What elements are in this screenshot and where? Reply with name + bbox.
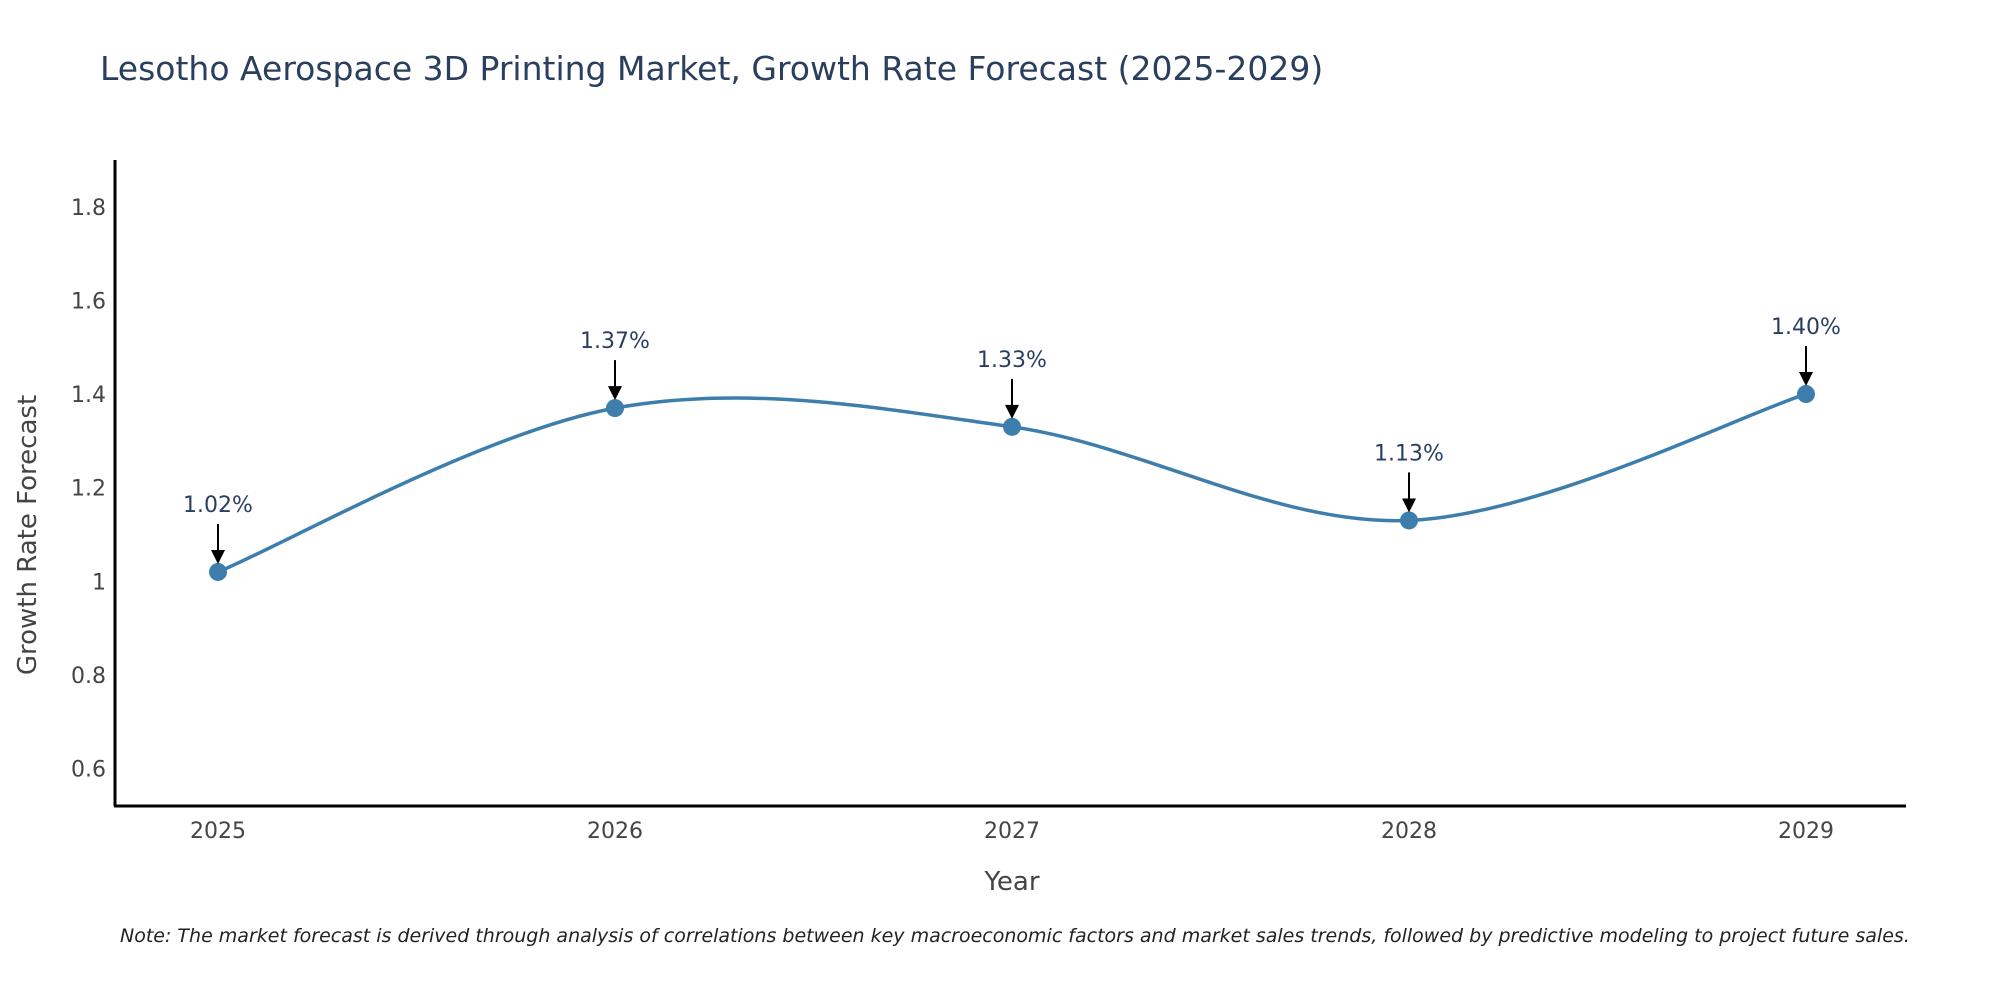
x-axis-title: Year <box>983 867 1039 897</box>
y-axis-ticks: 0.6 0.8 1 1.2 1.4 1.6 1.8 <box>71 196 106 783</box>
x-tick-label: 2025 <box>190 819 246 844</box>
data-markers <box>209 385 1815 581</box>
data-point <box>1797 385 1815 404</box>
data-point <box>606 399 624 418</box>
annotation-arrow-head <box>608 386 622 401</box>
annotation-arrow-head <box>1005 404 1019 419</box>
annotation-arrow-head <box>1402 498 1416 513</box>
footnote: Note: The market forecast is derived thr… <box>120 925 1910 947</box>
data-annotations: 1.02% 1.37% 1.33% 1.13% 1.40% <box>183 315 1841 564</box>
y-tick-label: 0.8 <box>71 664 106 689</box>
x-tick-label: 2028 <box>1381 819 1437 844</box>
y-tick-label: 1.8 <box>71 196 106 221</box>
data-point <box>209 562 227 581</box>
data-label: 1.33% <box>977 348 1047 373</box>
data-label: 1.02% <box>183 493 253 518</box>
data-label: 1.40% <box>1771 315 1841 340</box>
y-tick-label: 1.4 <box>71 383 106 408</box>
annotation-arrow-head <box>211 549 225 564</box>
y-tick-label: 1.2 <box>71 477 106 502</box>
x-axis-ticks: 2025 2026 2027 2028 2029 <box>190 819 1834 844</box>
data-point <box>1400 511 1418 530</box>
data-label: 1.37% <box>580 329 650 354</box>
data-point <box>1003 417 1021 436</box>
data-label: 1.13% <box>1374 441 1444 466</box>
y-axis-title: Growth Rate Forecast <box>13 395 43 675</box>
annotation-arrow-head <box>1799 372 1813 387</box>
y-tick-label: 1 <box>92 570 106 595</box>
x-tick-label: 2027 <box>984 819 1040 844</box>
y-tick-label: 1.6 <box>71 289 106 314</box>
y-tick-label: 0.6 <box>71 758 106 783</box>
x-tick-label: 2026 <box>587 819 643 844</box>
chart-title: Lesotho Aerospace 3D Printing Market, Gr… <box>100 49 1323 88</box>
x-tick-label: 2029 <box>1778 819 1834 844</box>
